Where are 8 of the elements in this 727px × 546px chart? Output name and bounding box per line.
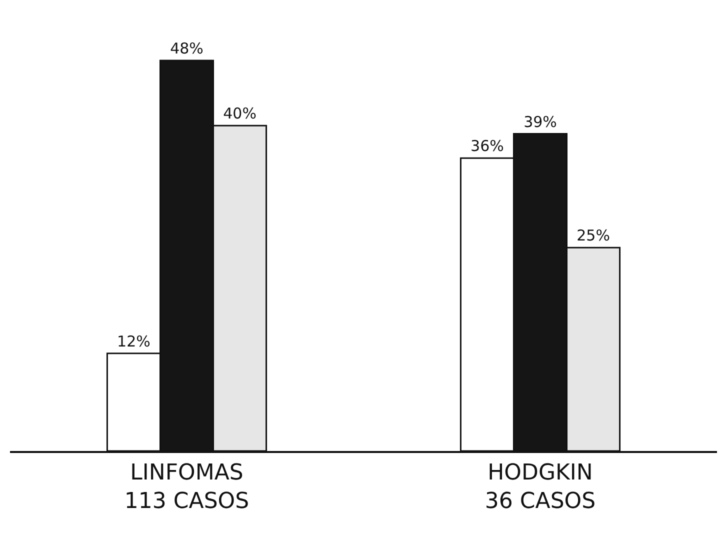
data-label: 36% (470, 137, 504, 156)
data-label: 40% (223, 104, 256, 123)
x-tick-label: LINFOMAS 113 CASOS (124, 460, 250, 514)
data-label: 25% (576, 226, 610, 245)
data-label: 48% (170, 40, 204, 58)
data-label: 39% (524, 112, 557, 131)
x-tick-label: HODGKIN 36 CASOS (484, 460, 596, 514)
data-label: 12% (117, 332, 150, 350)
